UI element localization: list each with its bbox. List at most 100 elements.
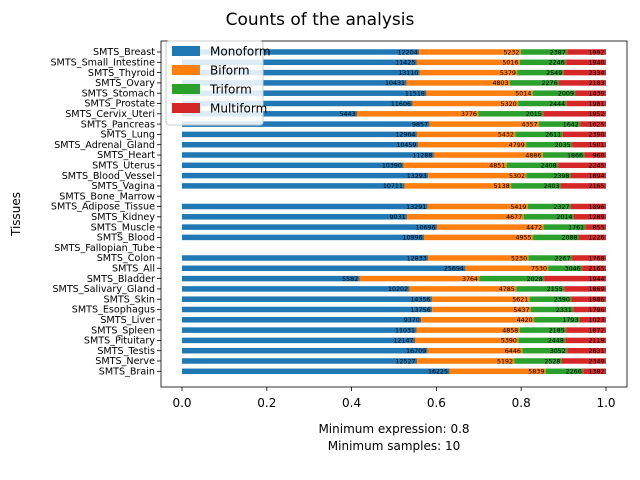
data-label: 1025 (588, 121, 604, 128)
bar-segment-monoform (182, 203, 428, 210)
bar-segment-monoform (182, 90, 427, 96)
data-label: 2398 (553, 173, 569, 180)
data-label: 14356 (410, 297, 430, 304)
data-label: 2444 (549, 101, 565, 108)
bar-segment-triform (514, 358, 562, 364)
bar-segment-triform (516, 286, 565, 292)
bar-segment-multiform (565, 337, 606, 344)
bar-segment-multiform (566, 327, 606, 333)
data-label: 2408 (541, 163, 557, 170)
data-label: 2331 (556, 307, 572, 314)
data-label: 5582 (342, 276, 358, 283)
bar-segment-monoform (182, 327, 417, 333)
data-label: 5390 (501, 338, 517, 345)
data-label: 2014 (556, 214, 572, 221)
bar-segment-multiform (561, 358, 606, 364)
bar-segment-monoform (182, 234, 425, 241)
bar-segment-multiform (564, 286, 606, 292)
y-tick-label: SMTS_Heart (97, 150, 155, 161)
bar-segment-multiform (566, 59, 606, 66)
legend-swatch-triform (172, 84, 200, 94)
data-label: 16709 (406, 348, 426, 355)
bar-segment-biform (406, 80, 510, 86)
bar-segment-biform (432, 306, 531, 313)
data-label: 1952 (588, 111, 604, 118)
data-label: 2028 (527, 276, 543, 283)
data-label: 1869 (588, 286, 604, 293)
data-label: 3764 (462, 276, 478, 283)
data-label: 960 (592, 152, 604, 159)
data-label: 1793 (562, 317, 578, 324)
bar-segment-biform (428, 255, 529, 261)
data-label: 1866 (567, 152, 583, 159)
bar-segment-multiform (572, 255, 606, 261)
bar-segment-triform (519, 327, 567, 333)
y-tick-label: SMTS_Brain (99, 367, 155, 378)
bar-segment-biform (419, 49, 521, 55)
data-label: 2245 (588, 163, 604, 170)
y-tick-label: SMTS_Adrenal_Gland (54, 140, 155, 151)
x-tick-label: 0.4 (342, 396, 361, 410)
bar-segment-multiform (579, 234, 606, 241)
y-tick-label: SMTS_Thyroid (88, 68, 155, 79)
y-tick-label: SMTS_Bone_Marrow (59, 191, 155, 202)
data-label: 3046 (565, 266, 581, 273)
data-label: 1944 (588, 276, 604, 283)
x-tick-label: 0.6 (427, 396, 446, 410)
data-label: 10431 (385, 80, 405, 87)
x-tick-label: 0.8 (512, 396, 531, 410)
data-label: 5320 (501, 101, 517, 108)
bar-segment-monoform (182, 337, 416, 344)
data-label: 11518 (405, 91, 425, 98)
bar-segment-biform (416, 327, 520, 333)
data-label: 4357 (521, 121, 537, 128)
data-label: 5621 (512, 297, 528, 304)
data-label: 1226 (588, 235, 604, 242)
data-label: 2009 (558, 91, 574, 98)
data-label: 2631 (588, 348, 604, 355)
data-label: 1981 (588, 101, 604, 108)
x-axis: 0.0 0.2 0.4 0.6 0.8 1.0 (172, 387, 616, 410)
bar-segment-biform (417, 141, 527, 148)
data-label: 5014 (515, 91, 531, 98)
y-tick-label: SMTS_Bladder (87, 274, 155, 285)
bar-segment-triform (518, 100, 567, 107)
y-tick-label: SMTS_Uterus (92, 161, 155, 172)
bar-segment-biform (415, 337, 519, 344)
data-label: 13291 (406, 204, 426, 211)
legend-label-biform: Biform (210, 64, 250, 78)
y-tick-label: SMTS_Adipose_Tissue (51, 202, 155, 213)
bar-segment-monoform (182, 224, 438, 230)
bar-segment-multiform (561, 183, 606, 189)
bar-segment-biform (412, 100, 519, 107)
bar-segment-multiform (570, 203, 606, 210)
data-label: 4851 (489, 163, 505, 170)
bar-segment-triform (539, 121, 581, 127)
bar-segment-monoform (182, 183, 405, 189)
bar-segment-triform (517, 69, 564, 76)
data-label: 1992 (588, 49, 604, 56)
bar-segment-multiform (572, 141, 606, 148)
bar-segment-monoform (182, 141, 418, 148)
bar-segment-biform (357, 111, 479, 117)
data-label: 1896 (588, 204, 604, 211)
y-tick-label: SMTS_Spleen (91, 325, 155, 336)
data-label: 2528 (544, 358, 560, 365)
bar-segment-multiform (543, 111, 606, 117)
bar-segment-triform (511, 183, 562, 189)
data-label: 3052 (550, 348, 566, 355)
data-label: 25694 (444, 266, 464, 273)
bar-segment-triform (530, 306, 574, 313)
data-label: 4803 (492, 80, 508, 87)
data-label: 2390 (588, 132, 604, 139)
bar-segment-monoform (182, 111, 358, 117)
bar-segment-triform (520, 49, 568, 55)
bar-segment-biform (424, 234, 534, 241)
y-tick-label: SMTS_Muscle (91, 222, 155, 233)
bar-segment-monoform (182, 214, 408, 220)
data-label: 11288 (412, 152, 432, 159)
bar-segment-triform (523, 214, 574, 220)
bar-segment-monoform (182, 347, 428, 354)
data-label: 2390 (554, 297, 570, 304)
data-label: 1940 (588, 60, 604, 67)
